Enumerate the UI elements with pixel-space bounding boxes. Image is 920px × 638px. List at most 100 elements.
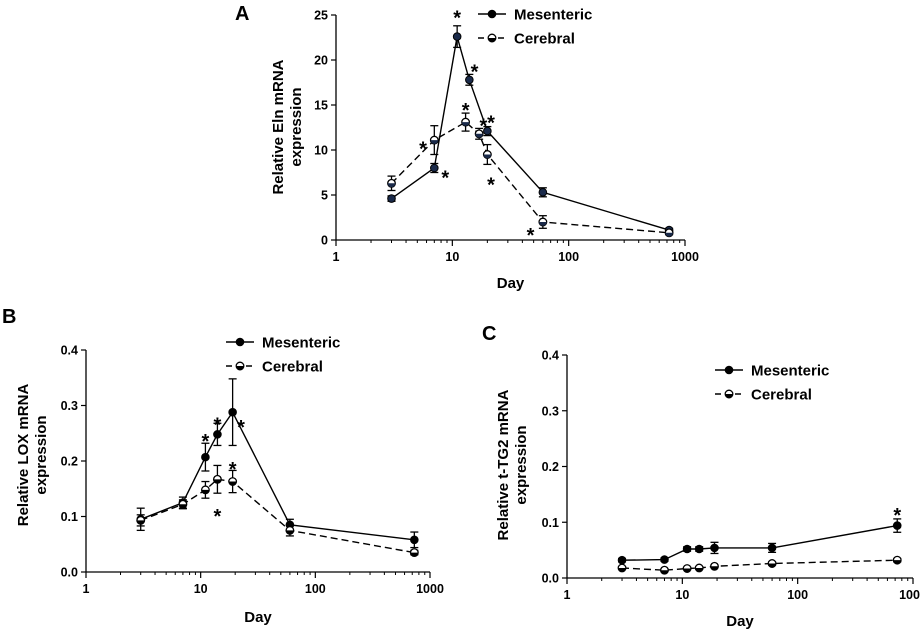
panel-c-cerebral-point-half — [710, 566, 719, 571]
panel-c-x-title: Day — [726, 613, 754, 630]
panel-b-cerebral-point-half — [286, 530, 294, 535]
panel-b-ytick-label: 0.3 — [61, 399, 78, 413]
panel-a-xtick-label: 1000 — [671, 250, 699, 264]
panel-a-ytick-label: 20 — [314, 54, 328, 68]
panel-a-mesenteric-point — [538, 188, 548, 197]
panel-c-cerebral-point-half — [768, 563, 776, 568]
panel-c-mesenteric-line — [621, 524, 898, 561]
panel-a: A 0 5 10 15 20 25 1 10 100 1000 Day Relative Eln mR… — [235, 3, 699, 292]
panel-a-legend-cerebral-label: Cerebral — [514, 31, 575, 48]
panel-a-cerebral-point-half — [387, 183, 396, 188]
panel-a-legend-cerebral-marker-half — [488, 38, 496, 42]
panel-c-mesenteric-point — [767, 543, 777, 553]
panel-a-mesenteric-point — [465, 75, 474, 85]
panel-a-cerebral-point-half — [483, 154, 492, 159]
panel-b-cerebral-point-half — [410, 552, 419, 557]
panel-b-mesenteric-point — [410, 535, 419, 545]
panel-c-cerebral-point-half — [683, 568, 691, 573]
panel-b-y-title: Relative LOX mRNAexpression — [15, 384, 50, 527]
panel-b-legend-mesenteric-marker — [235, 337, 245, 347]
panel-c-legend-cerebral-label: Cerebral — [751, 387, 812, 404]
panel-c-xtick-label: 100 — [787, 588, 808, 602]
panel-a-cerebral-point-half — [665, 232, 673, 237]
panel-b-mesenteric-point — [213, 430, 222, 439]
panel-a-xtick-label: 10 — [445, 250, 459, 264]
panel-b-ytick-label: 0.1 — [61, 510, 78, 524]
panel-c-ytick-label: 0.2 — [542, 460, 559, 474]
panel-b-legend-mesenteric-label: Mesenteric — [262, 335, 340, 352]
panel-b-legend-cerebral-marker-half — [236, 366, 244, 370]
panel-b-y-title-line: expression — [33, 415, 50, 494]
panel-b-significance-star: * — [214, 506, 222, 528]
panel-b: B 0.0 0.1 0.2 0.3 0.4 1 10 100 1000 Day Relative L… — [2, 306, 444, 626]
panel-a-cerebral-point-half — [461, 122, 470, 126]
panel-c-ytick-label: 0.1 — [542, 516, 559, 530]
panel-a-ytick-label: 15 — [314, 99, 328, 113]
panel-b-ytick-label: 0.2 — [61, 455, 78, 469]
panel-c-mesenteric-point — [694, 544, 704, 554]
panel-c-cerebral-point-half — [660, 570, 669, 574]
panel-a-significance-star: * — [441, 168, 449, 190]
panel-c: C 0.0 0.1 0.2 0.3 0.4 1 10 100 1000 Day Relative t… — [482, 323, 920, 630]
panel-c-cerebral-point-half — [893, 560, 902, 564]
panel-c-mesenteric-point — [660, 555, 669, 564]
panel-a-ytick-label: 25 — [314, 9, 328, 23]
panel-c-mesenteric-point — [682, 544, 692, 554]
panel-c-xtick-label: 1 — [564, 588, 571, 602]
panel-c-cerebral-point-half — [695, 567, 703, 572]
panel-a-significance-star: * — [480, 115, 488, 137]
panel-b-ytick-label: 0.4 — [61, 344, 78, 358]
panel-b-legend-cerebral-label: Cerebral — [262, 359, 323, 376]
panel-a-mesenteric-line — [391, 36, 670, 231]
panel-c-mesenteric-point — [710, 543, 719, 553]
panel-b-cerebral-point-half — [213, 479, 222, 484]
panel-a-label: A — [235, 3, 249, 25]
panel-b-cerebral-point-half — [201, 489, 210, 494]
panel-c-cerebral-point-half — [618, 567, 626, 572]
panel-c-ytick-label: 0.4 — [542, 349, 559, 363]
panel-b-mesenteric-line — [140, 410, 415, 541]
panel-b-significance-star: * — [202, 431, 210, 453]
panel-a-legend-mesenteric-marker — [487, 9, 497, 19]
panel-a-x-title: Day — [497, 275, 525, 292]
panel-b-xtick-label: 1 — [83, 582, 90, 596]
panel-c-significance-star: * — [893, 505, 901, 527]
panel-c-ytick-label: 0.0 — [542, 572, 559, 586]
panel-c-xtick-label: 1000 — [899, 588, 920, 602]
panel-a-ytick-label: 10 — [314, 144, 328, 158]
panel-a-xtick-label: 1 — [333, 250, 340, 264]
panel-a-legend-mesenteric-label: Mesenteric — [514, 7, 592, 24]
panel-a-mesenteric-point — [430, 163, 439, 173]
panel-b-xtick-label: 10 — [194, 582, 208, 596]
panel-b-xtick-label: 100 — [305, 582, 326, 596]
panel-b-cerebral-line — [140, 478, 415, 554]
panel-b-mesenteric-point — [201, 452, 210, 462]
panel-b-significance-star: * — [214, 414, 222, 436]
panel-a-y-title-line: expression — [288, 87, 305, 166]
panel-b-cerebral-point-half — [136, 520, 145, 525]
panel-b-significance-star: * — [237, 417, 245, 439]
panel-b-x-title: Day — [244, 609, 272, 626]
panel-a-significance-star: * — [419, 139, 427, 161]
panel-c-legend-mesenteric-label: Mesenteric — [751, 363, 829, 380]
panel-c-xtick-label: 10 — [675, 588, 689, 602]
panel-a-cerebral-point-half — [539, 222, 547, 226]
panel-a-significance-star: * — [487, 113, 495, 135]
panel-a-xtick-label: 100 — [558, 250, 579, 264]
panel-c-mesenteric-point — [617, 555, 627, 565]
panel-c-ytick-label: 0.3 — [542, 404, 559, 418]
panel-a-ytick-label: 0 — [321, 234, 328, 248]
panel-a-significance-star: * — [471, 61, 479, 83]
panel-a-mesenteric-point — [387, 194, 396, 203]
panel-a-y-title-line: Relative Eln mRNA — [270, 59, 287, 194]
panel-b-mesenteric-point — [228, 407, 237, 417]
panel-c-y-title-line: Relative t-TG2 mRNA — [495, 389, 512, 540]
panel-a-significance-star: * — [462, 100, 470, 122]
panel-a-significance-star: * — [487, 175, 495, 197]
panel-a-cerebral-point-half — [430, 140, 439, 144]
panel-b-y-title-line: Relative LOX mRNA — [15, 384, 32, 527]
panel-c-mesenteric-point — [892, 521, 902, 530]
panel-a-mesenteric-point — [452, 32, 462, 41]
panel-c-label: C — [482, 323, 496, 345]
